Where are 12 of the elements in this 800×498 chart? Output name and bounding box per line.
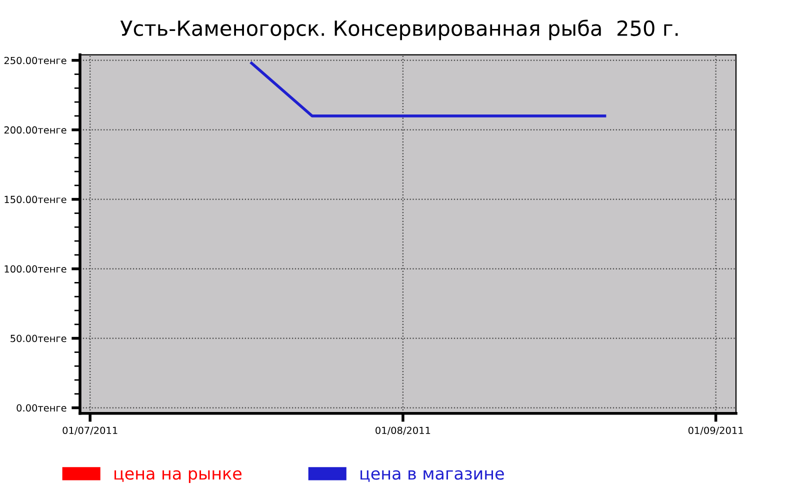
y-tick-label: 0.00тенге xyxy=(16,404,66,412)
legend-label: цена на рынке xyxy=(114,470,242,483)
y-tick-label: 200.00тенге xyxy=(4,126,66,134)
x-tick-label: 01/07/2011 xyxy=(62,426,118,435)
chart-title: Усть-Каменогорск. Консервированная рыба 250 г. xyxy=(120,20,678,40)
x-tick-label: 01/09/2011 xyxy=(688,426,743,435)
legend-label: цена в магазине xyxy=(360,470,504,482)
y-tick-label: 100.00тенге xyxy=(4,265,66,273)
y-tick-label: 150.00тенге xyxy=(4,196,66,204)
y-tick-label: 50.00тенге xyxy=(10,334,66,342)
x-tick-label: 01/08/2011 xyxy=(376,426,430,435)
y-tick-label: 250.00тенге xyxy=(4,56,66,64)
